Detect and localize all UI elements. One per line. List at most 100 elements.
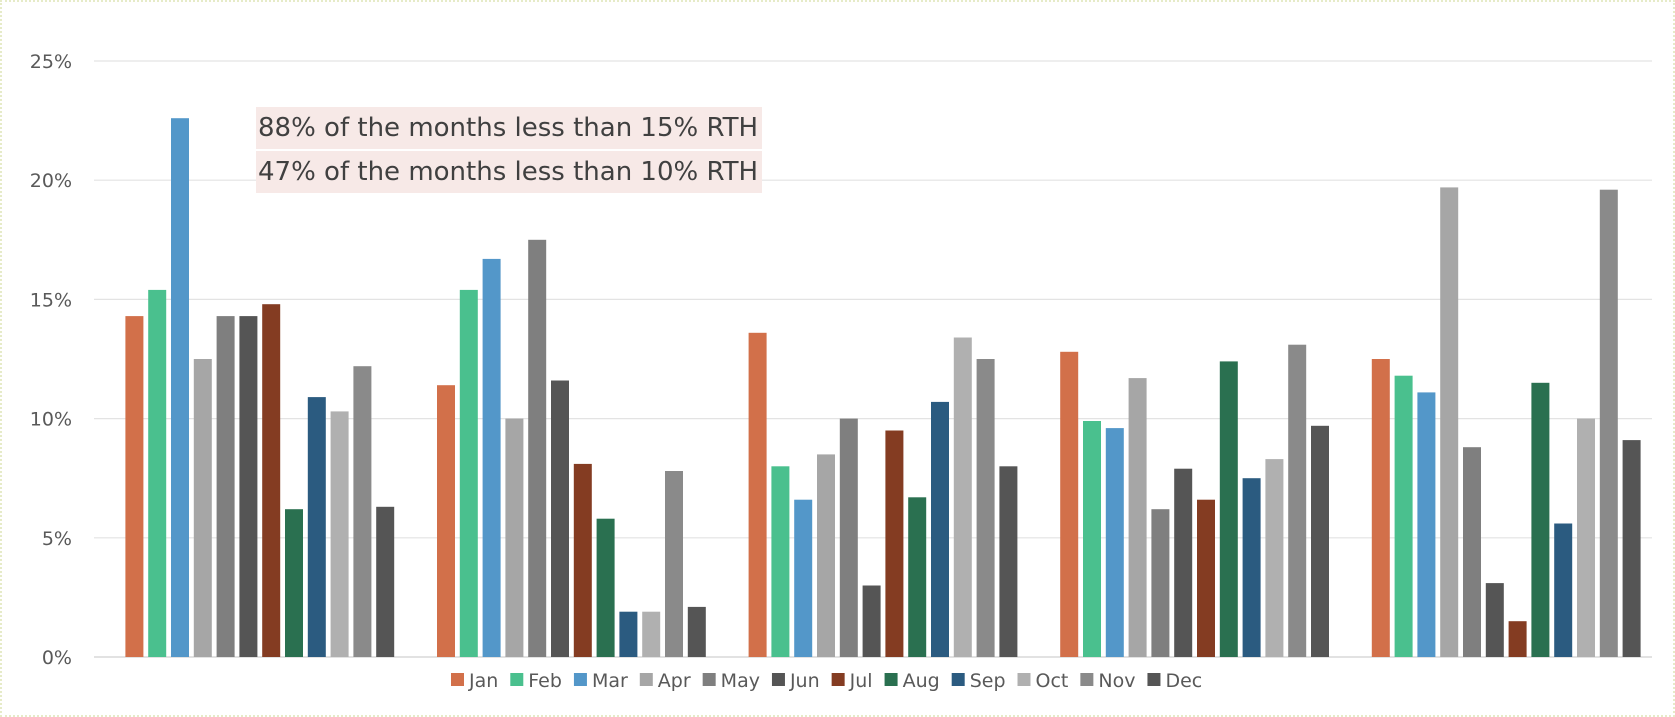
legend-item-aug: Aug	[884, 670, 940, 692]
legend: Jan Feb Mar Apr May Jun Jul Aug Sep Oct Nov Dec	[451, 670, 1202, 692]
bar-feb	[1083, 421, 1101, 657]
legend-label: Apr	[658, 670, 691, 692]
bar-dec	[376, 506, 395, 657]
y-tick-label: 0%	[42, 647, 72, 669]
bar-may	[216, 316, 235, 657]
bar-mar	[1105, 428, 1124, 657]
bar-jul	[262, 304, 281, 657]
bar-jun	[1174, 468, 1193, 657]
legend-swatch	[771, 673, 785, 686]
bar-aug	[1219, 361, 1238, 657]
legend-label: Dec	[1165, 670, 1202, 692]
bar-jul	[1197, 499, 1215, 657]
bar-dec	[999, 466, 1018, 657]
legend-swatch	[573, 673, 587, 686]
bar-mar	[171, 118, 189, 657]
bar-nov	[976, 359, 995, 657]
bar-may	[1151, 509, 1170, 657]
bar-apr	[1128, 378, 1147, 657]
y-axis-tick-labels: 0% 5% 10% 15% 20% 25%	[30, 51, 72, 669]
legend-item-oct: Oct	[1017, 670, 1068, 692]
bar-mar	[1417, 392, 1436, 657]
legend-swatch	[884, 673, 898, 686]
y-tick-label: 15%	[30, 289, 72, 311]
bar-feb	[459, 289, 478, 657]
bar-dec	[1311, 425, 1329, 657]
legend-label: May	[721, 670, 760, 692]
bar-sep	[931, 401, 949, 657]
bar-oct	[330, 411, 349, 657]
legend-label: Jun	[789, 670, 820, 692]
bars	[125, 118, 1641, 658]
legend-label: Mar	[592, 670, 628, 692]
legend-swatch	[1080, 673, 1094, 686]
bar-oct	[953, 337, 972, 657]
legend-item-sep: Sep	[951, 670, 1006, 692]
bar-jul	[1508, 621, 1527, 657]
bar-apr	[1440, 187, 1459, 657]
legend-item-nov: Nov	[1080, 670, 1135, 692]
annotation-47-percent: 47% of the months less than 10% RTH	[256, 151, 763, 193]
legend-swatch	[1017, 673, 1031, 686]
bar-aug	[285, 509, 303, 657]
bar-jan	[125, 316, 144, 657]
bar-mar	[482, 258, 501, 657]
legend-swatch	[831, 673, 845, 686]
bar-apr	[193, 359, 212, 657]
bar-oct	[1265, 459, 1284, 657]
legend-label: Nov	[1098, 670, 1135, 692]
bar-oct	[642, 611, 661, 657]
legend-swatch	[451, 673, 464, 686]
bar-jun	[239, 316, 258, 657]
bar-jun	[551, 380, 569, 657]
bar-feb	[771, 466, 790, 657]
bar-jan	[1371, 359, 1390, 657]
legend-label: Sep	[970, 670, 1006, 692]
bar-apr	[505, 418, 524, 657]
annotation-88-percent: 88% of the months less than 15% RTH	[256, 107, 763, 149]
bar-nov	[1599, 189, 1618, 657]
bar-jan	[437, 385, 455, 657]
legend-item-jan: Jan	[451, 670, 498, 692]
bar-sep	[619, 611, 638, 657]
legend-item-jun: Jun	[771, 670, 820, 692]
legend-label: Jul	[849, 670, 873, 692]
y-tick-label: 5%	[42, 528, 72, 550]
bar-mar	[794, 499, 813, 657]
bar-aug	[596, 518, 615, 657]
y-tick-label: 25%	[30, 51, 72, 73]
bar-dec	[1622, 440, 1641, 657]
legend-item-apr: Apr	[639, 670, 691, 692]
bar-may	[1463, 447, 1481, 657]
legend-item-mar: Mar	[573, 670, 628, 692]
legend-item-feb: Feb	[510, 670, 562, 692]
legend-item-jul: Jul	[831, 670, 873, 692]
bar-nov	[353, 366, 372, 657]
bar-jan	[748, 332, 767, 657]
legend-label: Jan	[468, 670, 498, 692]
bar-aug	[908, 497, 927, 657]
bar-jan	[1060, 351, 1079, 657]
legend-item-dec: Dec	[1147, 670, 1202, 692]
legend-swatch	[510, 673, 524, 686]
bar-may	[839, 418, 858, 657]
bar-feb	[148, 289, 167, 657]
bar-jun	[1485, 583, 1504, 657]
bar-may	[528, 239, 547, 658]
bar-jul	[573, 463, 592, 657]
bar-dec	[687, 606, 706, 657]
bar-nov	[665, 471, 683, 657]
legend-label: Aug	[903, 670, 940, 692]
legend-swatch	[1147, 673, 1161, 686]
legend-swatch	[951, 673, 965, 686]
bar-oct	[1577, 418, 1595, 657]
legend-swatch	[702, 673, 716, 686]
bar-aug	[1531, 382, 1550, 657]
bar-jun	[862, 585, 881, 657]
bar-jul	[885, 430, 904, 657]
bar-feb	[1394, 375, 1413, 657]
y-tick-label: 10%	[30, 409, 72, 431]
legend-label: Feb	[528, 670, 562, 692]
